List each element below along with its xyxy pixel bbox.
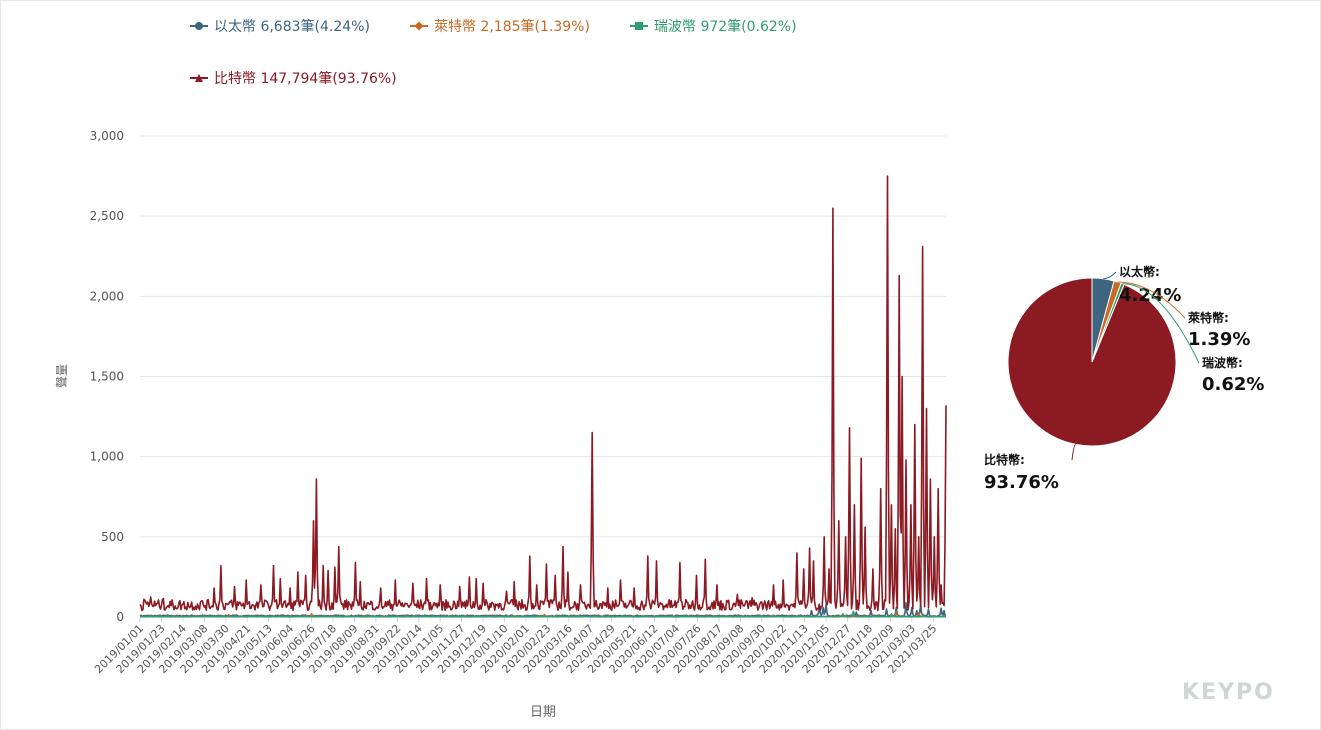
- pie-percent-以太幣: 4.24%: [1119, 285, 1181, 306]
- legend-marker-btc: [190, 73, 208, 83]
- legend-item-ltc[interactable]: 萊特幣 2,185筆(1.39%): [410, 16, 590, 36]
- legend-item-btc[interactable]: 比特幣 147,794筆(93.76%): [190, 68, 397, 88]
- y-axis-label: 聲量: [54, 364, 69, 388]
- pie-label-以太幣: 以太幣:: [1119, 264, 1160, 279]
- series-line-比特幣: [139, 175, 947, 612]
- pie-connector-萊特幣: [1117, 281, 1186, 319]
- pie-label-比特幣: 比特幣:: [984, 452, 1025, 467]
- legend-label-eth: 以太幣 6,683筆(4.24%): [214, 19, 370, 35]
- x-axis-ticks: 2019/01/012019/01/232019/02/142019/03/08…: [92, 617, 939, 676]
- pie-connector-比特幣: [1071, 443, 1076, 461]
- pie-connector-瑞波幣: [1122, 283, 1200, 364]
- y-tick-label: 2,000: [90, 289, 124, 303]
- legend-item-eth[interactable]: 以太幣 6,683筆(4.24%): [190, 16, 370, 36]
- pie-label-瑞波幣: 瑞波幣:: [1202, 355, 1243, 370]
- legend-marker-ltc: [410, 21, 428, 31]
- pie-label-萊特幣: 萊特幣:: [1187, 310, 1229, 325]
- x-axis-label: 日期: [530, 705, 556, 720]
- keypo-watermark: KEYPO: [1182, 680, 1275, 705]
- y-axis-ticks: 0 500 1,000 1,500 2,000 2,500 3,000: [90, 129, 124, 624]
- pie-percent-萊特幣: 1.39%: [1188, 329, 1250, 350]
- pie-connector-以太幣: [1103, 271, 1117, 280]
- legend-label-ltc: 萊特幣 2,185筆(1.39%): [434, 19, 590, 35]
- pie-slice-比特幣: [1007, 277, 1177, 447]
- y-tick-label: 500: [101, 530, 124, 544]
- legend-label-xrp: 瑞波幣 972筆(0.62%): [654, 19, 797, 35]
- legend-marker-xrp: [630, 21, 648, 31]
- y-tick-label: 2,500: [90, 209, 124, 223]
- y-tick-label: 3,000: [90, 129, 124, 143]
- legend-item-xrp[interactable]: 瑞波幣 972筆(0.62%): [630, 16, 797, 36]
- share-pie-chart: [1007, 277, 1177, 447]
- y-tick-label: 1,500: [90, 370, 124, 384]
- y-tick-label: 1,000: [90, 450, 124, 464]
- legend-marker-eth: [190, 21, 208, 31]
- series-lines: [139, 175, 947, 618]
- pie-labels: 以太幣: 4.24% 萊特幣: 1.39% 瑞波幣: 0.62% 比特幣: 93.76%: [984, 264, 1264, 493]
- series-line-瑞波幣: [140, 610, 947, 618]
- y-tick-label: 0: [116, 610, 124, 624]
- pie-percent-比特幣: 93.76%: [984, 472, 1059, 493]
- legend-label-btc: 比特幣 147,794筆(93.76%): [214, 71, 397, 87]
- pie-percent-瑞波幣: 0.62%: [1202, 374, 1264, 395]
